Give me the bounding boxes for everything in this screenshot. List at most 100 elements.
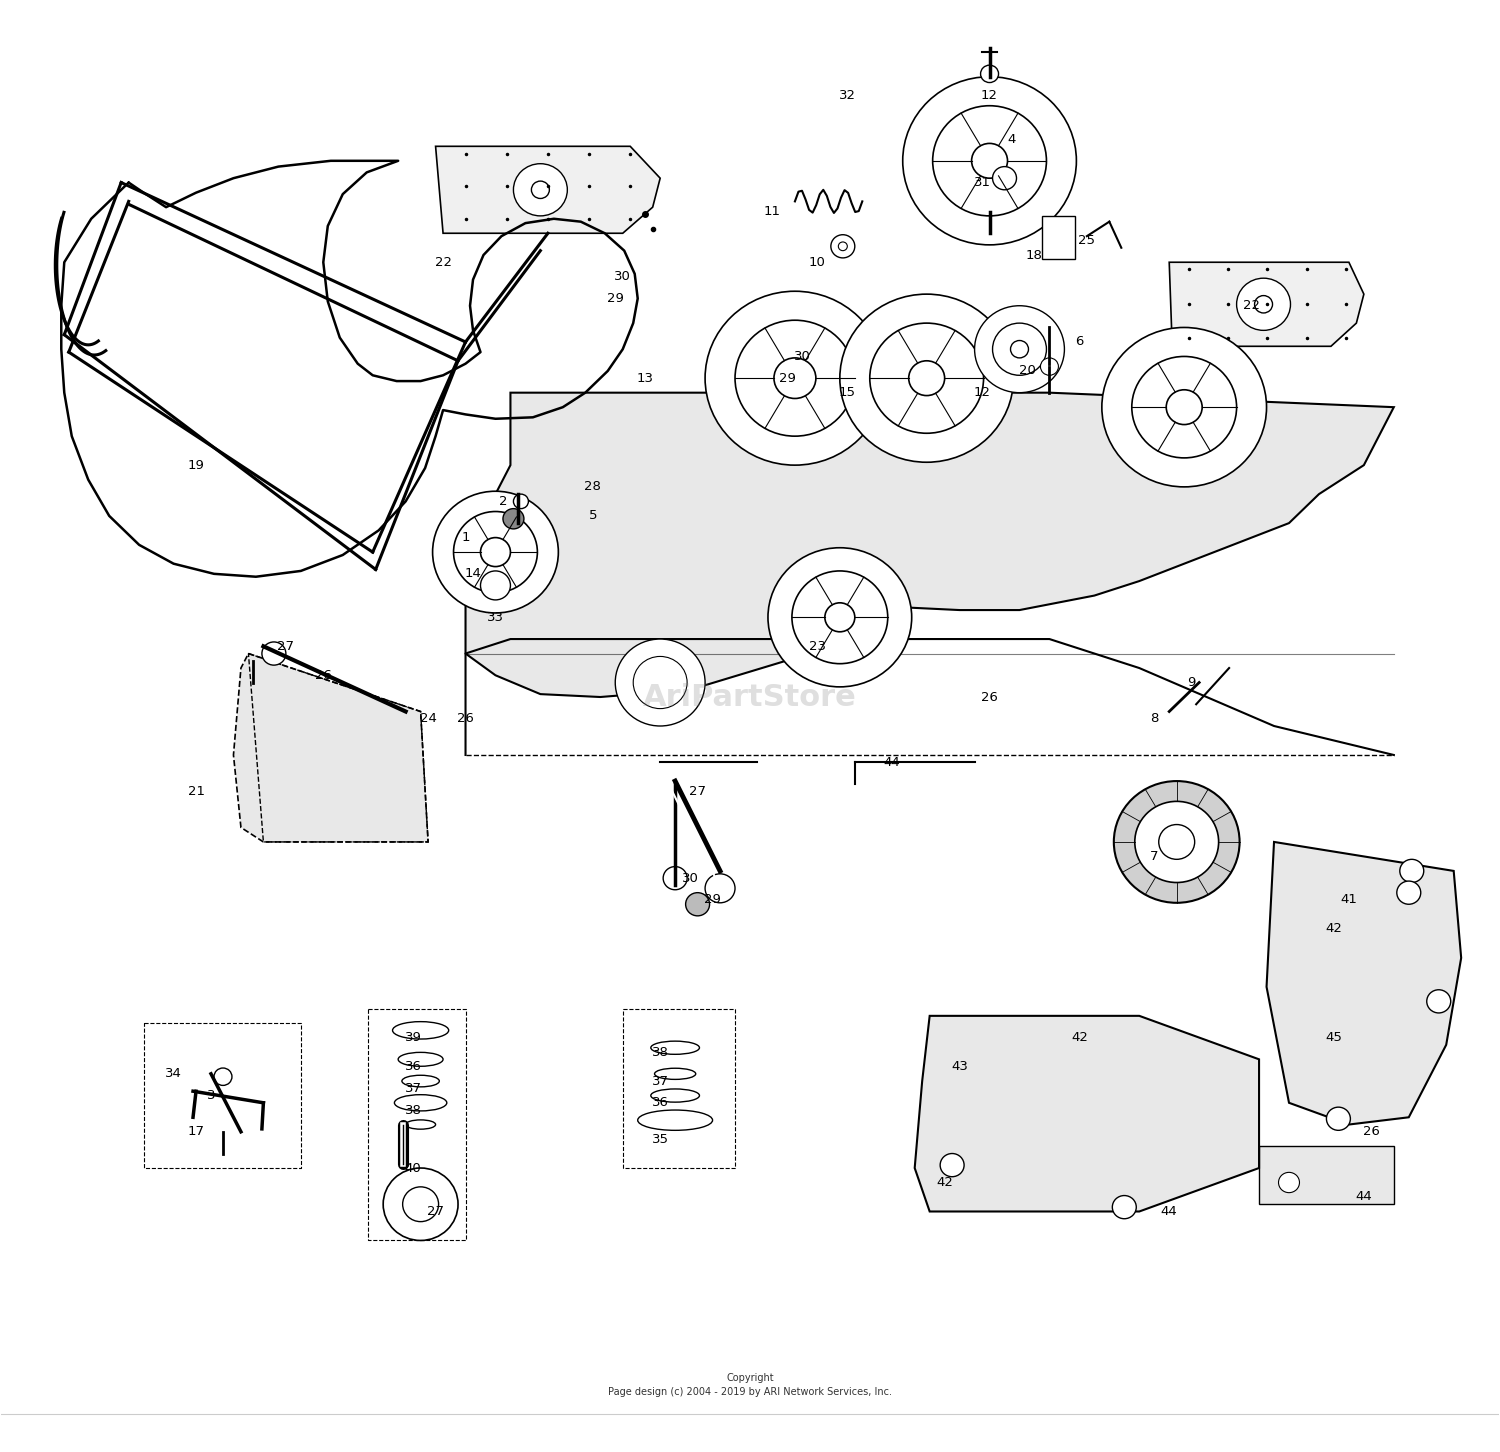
Circle shape: [909, 360, 945, 395]
Circle shape: [1114, 781, 1239, 903]
Circle shape: [513, 494, 528, 508]
Text: 29: 29: [608, 292, 624, 305]
Circle shape: [1236, 279, 1290, 331]
Text: 35: 35: [651, 1133, 669, 1146]
Text: 36: 36: [651, 1096, 669, 1109]
Text: 19: 19: [188, 459, 204, 472]
Circle shape: [1102, 328, 1266, 486]
Ellipse shape: [654, 1069, 696, 1079]
Text: 31: 31: [974, 176, 990, 189]
Text: Copyright
Page design (c) 2004 - 2019 by ARI Network Services, Inc.: Copyright Page design (c) 2004 - 2019 by…: [608, 1374, 892, 1397]
Circle shape: [792, 571, 888, 664]
Text: 22: 22: [1244, 299, 1260, 312]
Text: 11: 11: [764, 205, 782, 218]
Text: 3: 3: [207, 1089, 216, 1102]
Text: 44: 44: [1161, 1205, 1178, 1218]
Circle shape: [870, 324, 984, 433]
Polygon shape: [1168, 263, 1364, 347]
Ellipse shape: [398, 1053, 442, 1066]
Text: 27: 27: [688, 784, 706, 797]
Circle shape: [940, 1153, 964, 1176]
Text: 29: 29: [704, 893, 722, 906]
Circle shape: [1158, 825, 1194, 860]
Text: 8: 8: [1150, 713, 1158, 725]
Text: 37: 37: [405, 1082, 422, 1095]
Circle shape: [933, 106, 1047, 216]
Circle shape: [480, 571, 510, 600]
Circle shape: [432, 491, 558, 613]
Text: 14: 14: [465, 568, 482, 581]
Ellipse shape: [651, 1089, 699, 1102]
Circle shape: [214, 1069, 232, 1086]
Circle shape: [480, 537, 510, 566]
Text: 29: 29: [778, 372, 796, 385]
Ellipse shape: [638, 1109, 712, 1130]
Polygon shape: [1266, 842, 1461, 1124]
Text: 38: 38: [651, 1045, 669, 1059]
Circle shape: [993, 167, 1017, 190]
Circle shape: [382, 1167, 458, 1240]
Circle shape: [1041, 357, 1059, 375]
Circle shape: [825, 603, 855, 632]
Circle shape: [262, 642, 286, 665]
Circle shape: [402, 1186, 438, 1221]
Circle shape: [1278, 1172, 1299, 1192]
Ellipse shape: [651, 1041, 699, 1054]
Circle shape: [768, 547, 912, 687]
Text: 20: 20: [1019, 364, 1035, 378]
Text: 1: 1: [462, 531, 470, 544]
Text: 39: 39: [405, 1031, 422, 1044]
Text: 27: 27: [427, 1205, 444, 1218]
Text: 18: 18: [1026, 248, 1042, 261]
Ellipse shape: [402, 1076, 439, 1088]
Text: 2: 2: [498, 495, 507, 508]
Circle shape: [1426, 990, 1450, 1013]
Text: 44: 44: [884, 755, 900, 768]
Text: 34: 34: [165, 1067, 182, 1080]
Text: 32: 32: [839, 89, 856, 102]
Circle shape: [1113, 1195, 1137, 1218]
Circle shape: [735, 321, 855, 436]
Circle shape: [513, 164, 567, 216]
Ellipse shape: [393, 1022, 448, 1040]
Text: 12: 12: [974, 386, 990, 399]
Circle shape: [774, 357, 816, 398]
Circle shape: [1326, 1106, 1350, 1130]
Circle shape: [839, 242, 848, 251]
Circle shape: [1011, 341, 1029, 357]
Text: 7: 7: [1150, 849, 1158, 862]
Text: 25: 25: [1078, 234, 1095, 247]
Circle shape: [453, 511, 537, 592]
Text: 42: 42: [1326, 922, 1342, 935]
Text: 41: 41: [1341, 893, 1358, 906]
Polygon shape: [234, 653, 428, 842]
Circle shape: [1166, 389, 1202, 424]
Circle shape: [831, 235, 855, 258]
Circle shape: [633, 656, 687, 709]
Text: 5: 5: [588, 510, 597, 523]
Polygon shape: [915, 1016, 1258, 1211]
Text: 40: 40: [405, 1162, 422, 1175]
Circle shape: [615, 639, 705, 726]
FancyBboxPatch shape: [1258, 1146, 1394, 1204]
Text: 22: 22: [435, 256, 451, 269]
Text: 6: 6: [1076, 335, 1083, 348]
Polygon shape: [465, 392, 1394, 697]
Circle shape: [663, 867, 687, 890]
Text: 42: 42: [936, 1176, 952, 1189]
Circle shape: [972, 144, 1008, 179]
Text: 37: 37: [651, 1074, 669, 1088]
Text: 36: 36: [405, 1060, 422, 1073]
Circle shape: [1400, 860, 1423, 883]
Text: 44: 44: [1356, 1191, 1372, 1204]
Polygon shape: [435, 147, 660, 234]
Text: 42: 42: [1071, 1031, 1088, 1044]
Circle shape: [975, 306, 1065, 392]
Circle shape: [705, 292, 885, 465]
Circle shape: [903, 77, 1077, 245]
Text: 12: 12: [981, 89, 998, 102]
Text: 33: 33: [488, 611, 504, 624]
Ellipse shape: [405, 1119, 435, 1130]
Text: AriPartStore: AriPartStore: [644, 682, 856, 711]
Text: 38: 38: [405, 1104, 422, 1117]
